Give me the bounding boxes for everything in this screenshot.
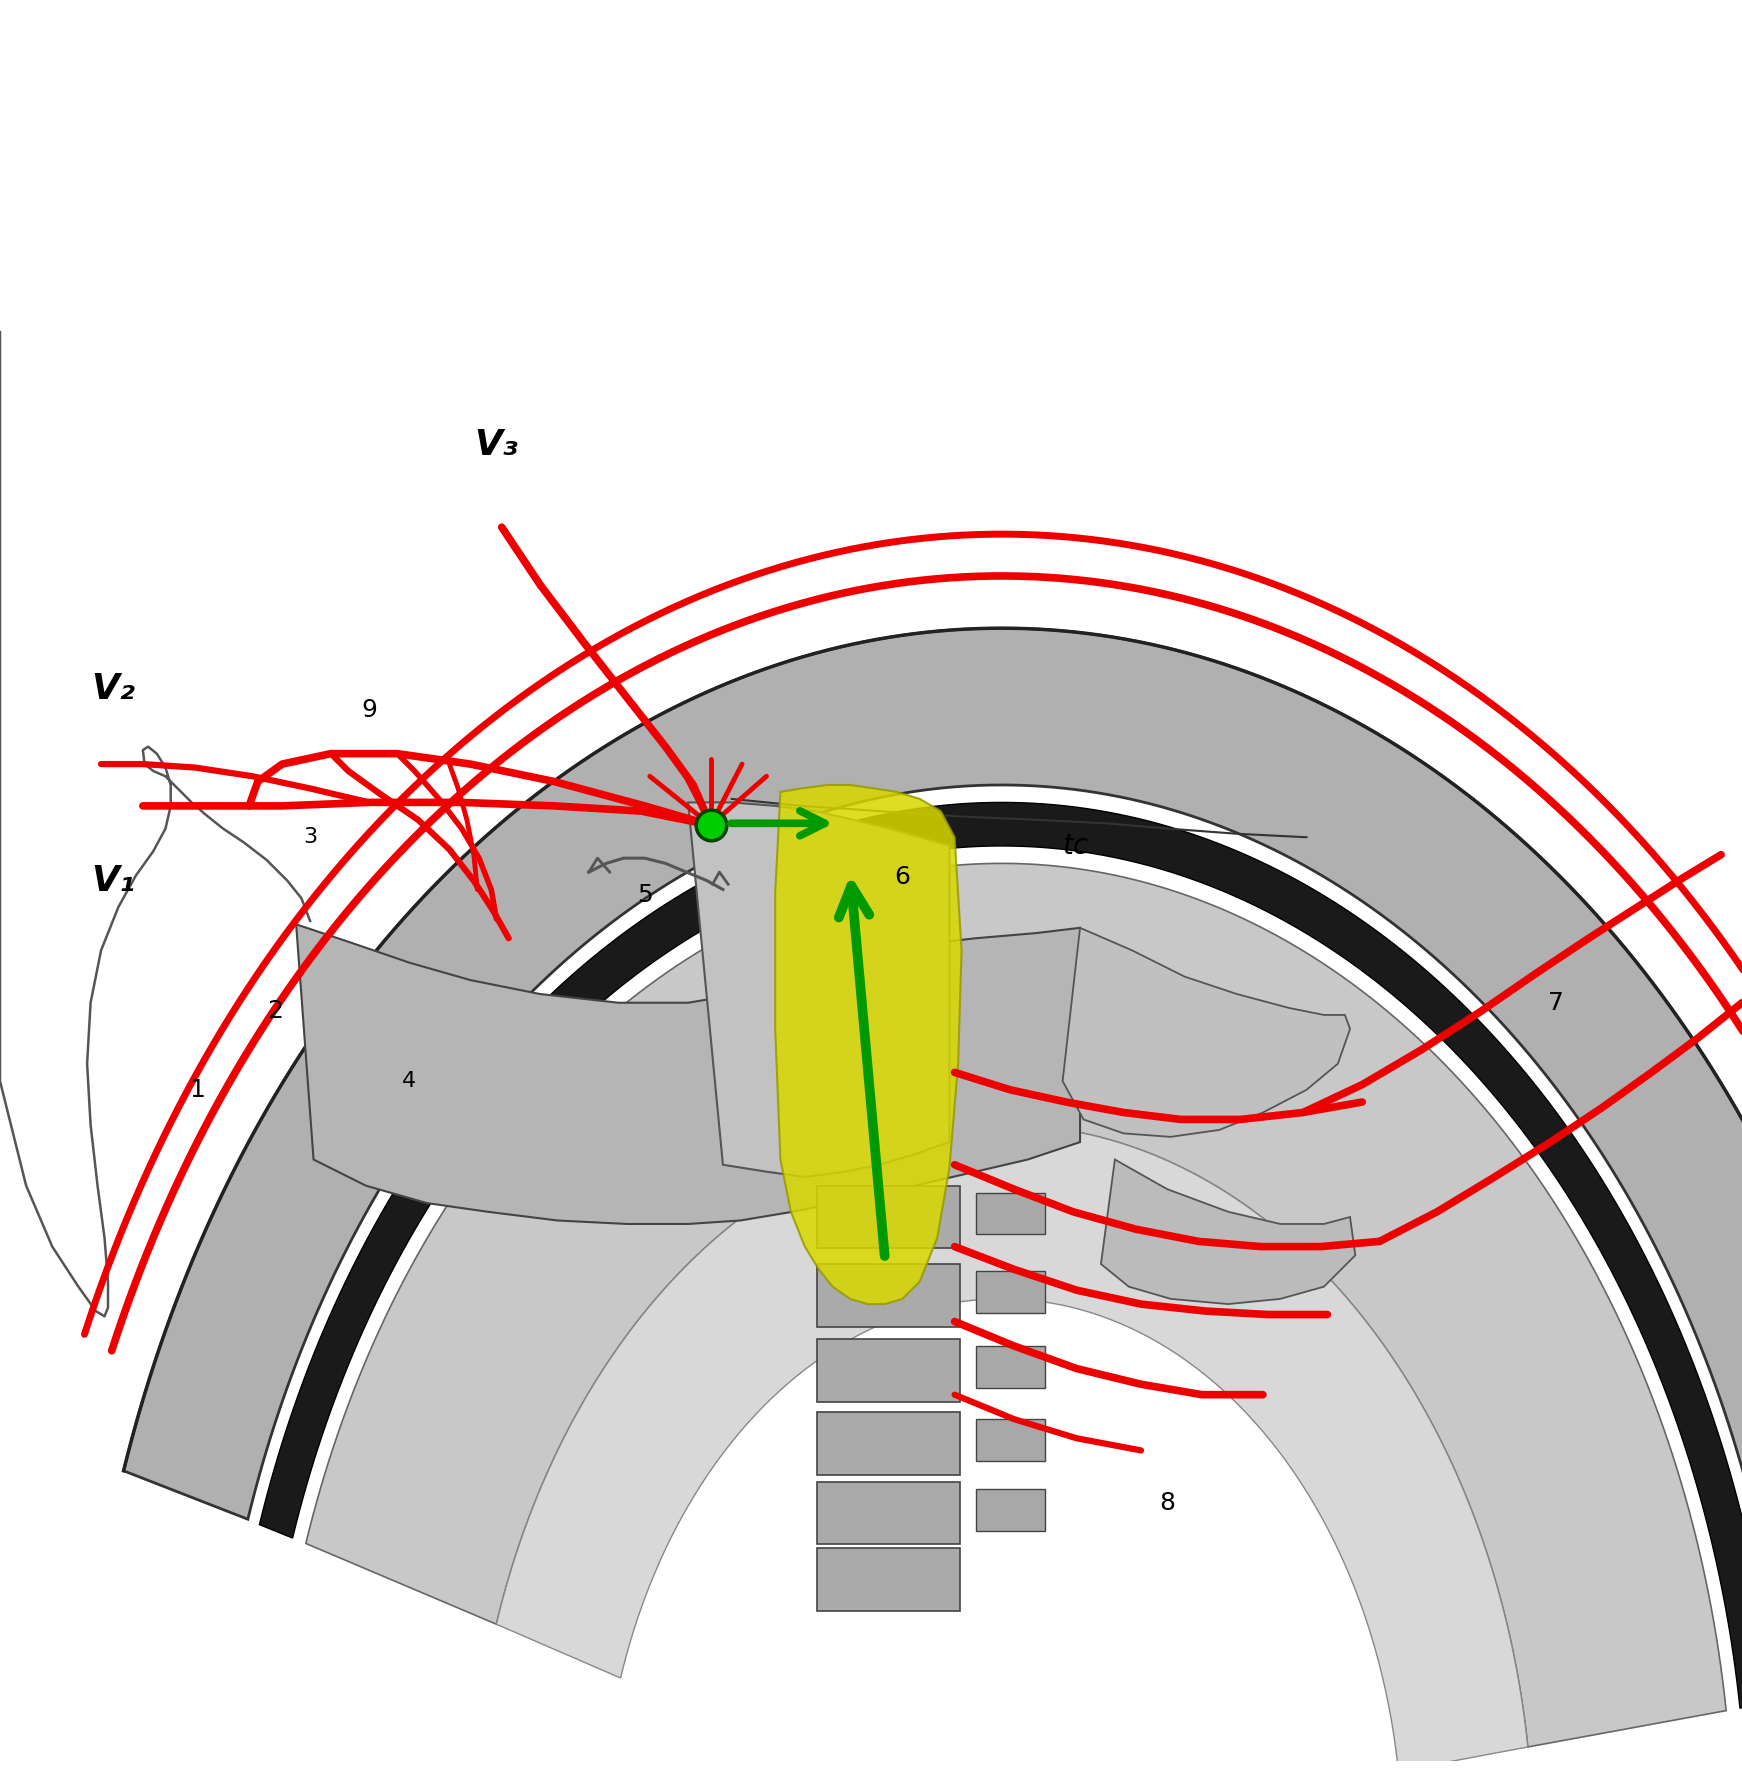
Text: 7: 7: [1547, 991, 1564, 1014]
Polygon shape: [976, 1420, 1045, 1461]
Polygon shape: [688, 802, 949, 1178]
Polygon shape: [296, 925, 1080, 1224]
Polygon shape: [775, 785, 962, 1304]
Text: 6: 6: [894, 865, 911, 890]
Text: 1: 1: [188, 1078, 206, 1101]
Polygon shape: [124, 628, 1742, 1699]
Polygon shape: [1101, 1160, 1355, 1304]
Text: 2: 2: [267, 1000, 284, 1023]
Polygon shape: [976, 1192, 1045, 1235]
Polygon shape: [817, 1413, 960, 1475]
Text: V₂: V₂: [91, 672, 136, 706]
Polygon shape: [976, 1489, 1045, 1530]
Text: 5: 5: [636, 882, 653, 907]
Polygon shape: [817, 1185, 960, 1249]
Polygon shape: [976, 1270, 1045, 1313]
Text: 9: 9: [361, 697, 378, 722]
Text: V₃: V₃: [474, 429, 519, 463]
Polygon shape: [817, 1548, 960, 1610]
Polygon shape: [1063, 929, 1350, 1137]
Polygon shape: [976, 1347, 1045, 1388]
Text: 4: 4: [402, 1071, 416, 1091]
Text: V₁: V₁: [91, 865, 136, 898]
Polygon shape: [817, 1340, 960, 1402]
Polygon shape: [817, 1482, 960, 1544]
Polygon shape: [496, 1124, 1528, 1772]
Polygon shape: [307, 863, 1726, 1747]
Text: tc: tc: [1063, 833, 1087, 859]
Polygon shape: [260, 802, 1742, 1708]
Polygon shape: [817, 1265, 960, 1327]
Text: 8: 8: [1158, 1491, 1176, 1514]
Text: 3: 3: [303, 827, 317, 847]
